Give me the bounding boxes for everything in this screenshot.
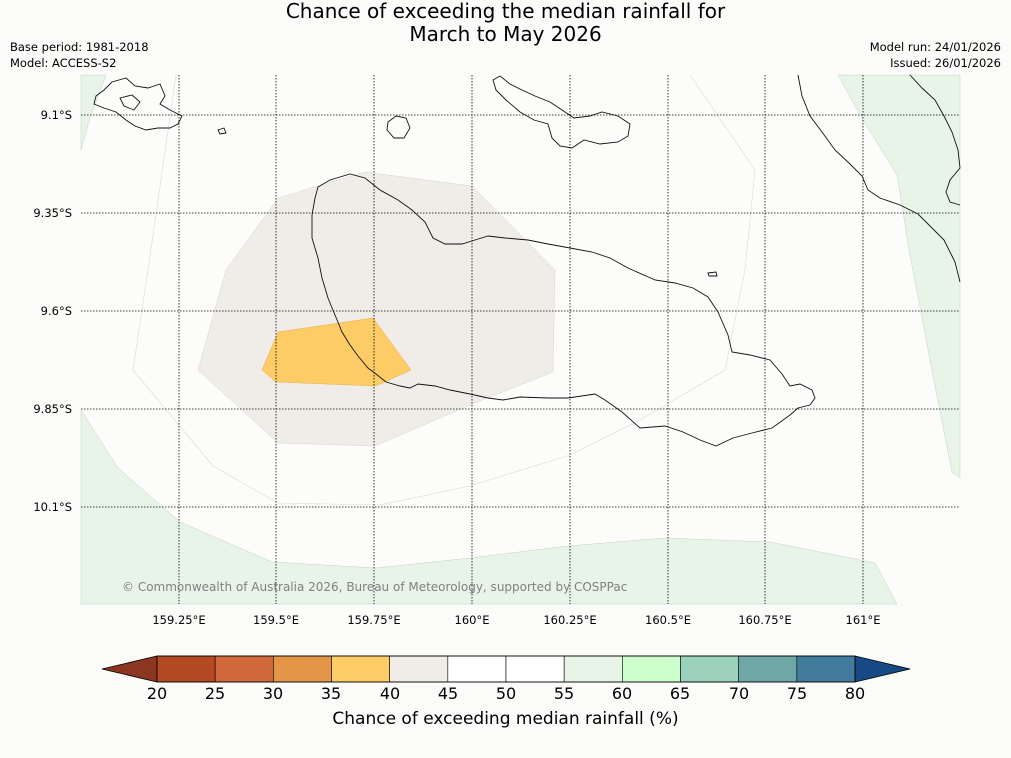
map-canvas <box>0 0 1011 758</box>
colorbar-swatch-45-50 <box>448 656 506 682</box>
colorbar-swatch-40-45 <box>390 656 448 682</box>
colorbar-swatch-35-40 <box>332 656 390 682</box>
colorbar-tick-70: 70 <box>719 684 759 703</box>
colorbar-swatch-75-80 <box>797 656 855 682</box>
colorbar-swatch-50-55 <box>506 656 564 682</box>
colorbar-swatch-30-35 <box>273 656 331 682</box>
colorbar-tick-30: 30 <box>253 684 293 703</box>
colorbar-tick-80: 80 <box>835 684 875 703</box>
colorbar-tick-45: 45 <box>428 684 468 703</box>
colorbar-high-extend <box>855 656 910 682</box>
colorbar-swatch-25-30 <box>215 656 273 682</box>
colorbar-low-extend <box>102 656 157 682</box>
lat-label-4: 9.85°S <box>2 402 72 416</box>
colorbar-swatch-60-65 <box>622 656 680 682</box>
lon-label-6: 160.5°E <box>623 613 713 627</box>
copyright-notice: © Commonwealth of Australia 2026, Bureau… <box>122 580 627 594</box>
lon-label-2: 159.5°E <box>231 613 321 627</box>
colorbar-tick-40: 40 <box>370 684 410 703</box>
colorbar-tick-75: 75 <box>777 684 817 703</box>
colorbar-swatch-65-70 <box>681 656 739 682</box>
colorbar-swatch-20-25 <box>157 656 215 682</box>
colorbar-tick-60: 60 <box>602 684 642 703</box>
lat-label-1: 9.1°S <box>2 108 72 122</box>
colorbar-label: Chance of exceeding median rainfall (%) <box>0 709 1011 729</box>
colorbar-tick-50: 50 <box>486 684 526 703</box>
colorbar-tick-35: 35 <box>311 684 351 703</box>
lon-label-5: 160.25°E <box>525 613 615 627</box>
colorbar-swatch-70-75 <box>739 656 797 682</box>
lon-label-7: 160.75°E <box>720 613 810 627</box>
lon-label-3: 159.75°E <box>329 613 419 627</box>
colorbar-tick-20: 20 <box>137 684 177 703</box>
lat-label-2: 9.35°S <box>2 206 72 220</box>
lon-label-8: 161°E <box>818 613 908 627</box>
colorbar-tick-65: 65 <box>660 684 700 703</box>
lat-label-5: 10.1°S <box>2 500 72 514</box>
lat-label-3: 9.6°S <box>2 304 72 318</box>
lon-label-4: 160°E <box>427 613 517 627</box>
colorbar <box>102 656 910 682</box>
colorbar-tick-25: 25 <box>195 684 235 703</box>
colorbar-swatch-55-60 <box>564 656 622 682</box>
colorbar-tick-55: 55 <box>544 684 584 703</box>
lon-label-1: 159.25°E <box>134 613 224 627</box>
